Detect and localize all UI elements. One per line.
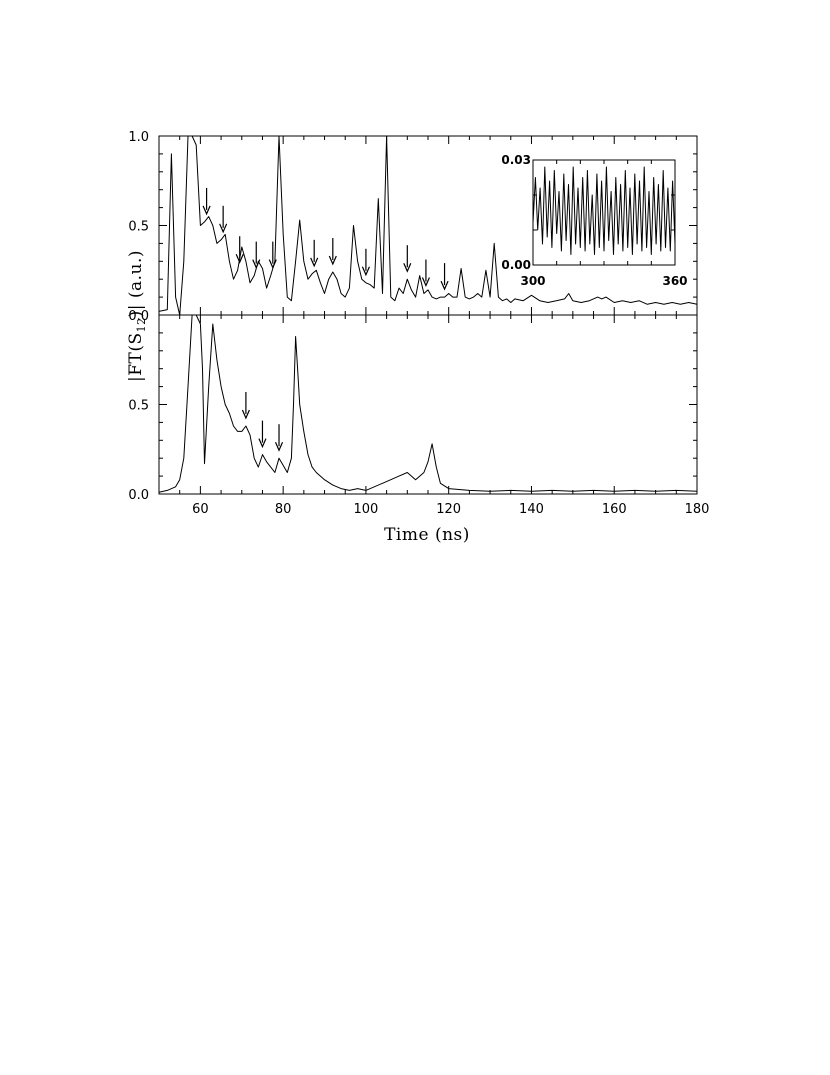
y-axis-title-subscript: 12 bbox=[135, 317, 148, 332]
y-axis-title-tail: )| (a.u.) bbox=[126, 250, 146, 317]
bottom-xtick-label: 160 bbox=[602, 502, 627, 517]
bottom-xtick-label: 120 bbox=[436, 502, 461, 517]
inset-line-0 bbox=[532, 166, 676, 255]
bottom-panel-arrows bbox=[241, 391, 284, 452]
top-line-0 bbox=[158, 135, 698, 316]
y-axis-title-main: |FT(S bbox=[126, 332, 146, 382]
top-ytick-label: 0.5 bbox=[128, 220, 149, 235]
bottom-xtick-label: 140 bbox=[519, 502, 544, 517]
bottom-line-0 bbox=[158, 314, 698, 493]
bottom-xtick-label: 80 bbox=[275, 502, 292, 517]
top-arrow-8 bbox=[403, 245, 412, 273]
top-arrow-6 bbox=[328, 238, 337, 266]
bottom-xtick-label: 100 bbox=[354, 502, 379, 517]
bottom-panel-xtick-labels: 60 80 100 120 140 160 180 bbox=[192, 502, 709, 517]
bottom-panel-ytick-labels: 0.0 0.5 bbox=[128, 399, 149, 504]
top-arrow-10 bbox=[440, 263, 449, 291]
bottom-panel-frame bbox=[158, 314, 698, 495]
bottom-arrow-0 bbox=[241, 391, 250, 420]
top-arrow-0 bbox=[202, 187, 211, 216]
top-arrow-9 bbox=[421, 259, 430, 288]
bottom-panel-series bbox=[158, 314, 698, 493]
top-ytick-label: 0.0 bbox=[128, 309, 149, 324]
top-arrow-7 bbox=[361, 248, 370, 277]
bottom-panel-ticks bbox=[158, 314, 698, 495]
top-arrow-3 bbox=[252, 241, 261, 270]
top-ytick-label: 1.0 bbox=[128, 130, 149, 145]
inset-series bbox=[532, 166, 676, 255]
inset-xtick-label: 360 bbox=[662, 274, 687, 288]
bottom-xtick-label: 180 bbox=[685, 502, 710, 517]
y-axis-title: |FT(S12)| (a.u.) bbox=[126, 250, 148, 382]
bottom-arrow-1 bbox=[258, 420, 267, 449]
bottom-ytick-label: 0.0 bbox=[128, 488, 149, 503]
inset-tick-labels: 300 360 0.00 0.03 bbox=[501, 153, 687, 288]
inset-ytick-label: 0.03 bbox=[501, 153, 531, 167]
top-arrow-2 bbox=[235, 236, 244, 264]
top-panel-ytick-labels: 0.0 0.5 1.0 bbox=[128, 130, 149, 324]
top-panel-arrows bbox=[202, 187, 449, 291]
bottom-arrow-2 bbox=[274, 424, 284, 452]
bottom-xtick-label: 60 bbox=[192, 502, 209, 517]
x-axis-title: Time (ns) bbox=[384, 525, 470, 545]
top-panel-series bbox=[158, 135, 698, 316]
inset-ytick-label: 0.00 bbox=[501, 258, 531, 272]
inset-xtick-label: 300 bbox=[520, 274, 545, 288]
bottom-ytick-label: 0.5 bbox=[128, 399, 149, 414]
top-arrow-1 bbox=[219, 205, 228, 234]
top-arrow-4 bbox=[268, 241, 277, 270]
top-arrow-5 bbox=[310, 239, 319, 268]
